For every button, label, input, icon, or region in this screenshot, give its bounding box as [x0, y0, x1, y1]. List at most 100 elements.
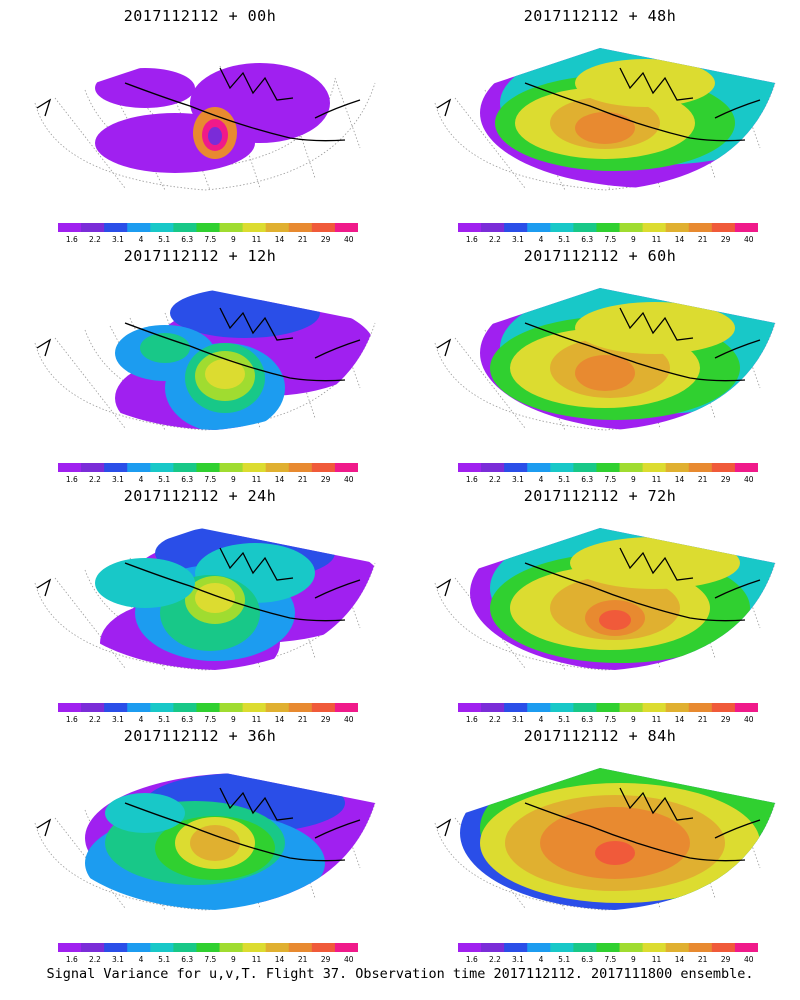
colorbar-swatch [150, 463, 174, 472]
colorbar-label: 21 [698, 475, 708, 483]
panel-title: 2017112112 + 72h [523, 487, 677, 505]
colorbar-swatch [150, 943, 174, 952]
colorbar-swatch [265, 943, 290, 952]
colorbar-swatch [711, 703, 736, 712]
colorbar-label: 7.5 [204, 475, 216, 483]
colorbar-swatch [288, 703, 313, 712]
colorbar-label: 21 [298, 475, 308, 483]
colorbar-swatch [288, 943, 313, 952]
colorbar-label: 21 [298, 715, 308, 723]
colorbar-swatch [334, 463, 358, 472]
coastline [436, 787, 761, 862]
colorbar-label: 2.2 [89, 955, 101, 963]
colorbar-label: 21 [698, 955, 708, 963]
colorbar-label: 21 [298, 235, 308, 243]
coastline [436, 547, 761, 622]
colorbar-label: 6.3 [181, 715, 193, 723]
colorbar-swatch [311, 463, 336, 472]
colorbar-label: 7.5 [604, 955, 616, 963]
colorbar-label: 6.3 [581, 715, 593, 723]
panel-title: 2017112112 + 84h [523, 727, 677, 745]
colorbar-label: 9 [231, 715, 236, 723]
colorbar-swatch [104, 463, 128, 472]
colorbar-swatch [311, 943, 336, 952]
colorbar-label: 9 [231, 955, 236, 963]
colorbar: 1.6 2.2 3.1 4 5.1 6.3 7.5 9 11 14 21 29 40 [58, 463, 358, 483]
colorbar-swatch [573, 463, 597, 472]
forecast-panel: 2017112112 + 00h 1.6 2.2 3.1 4 5.1 6.3 7.5 9 11 14… [0, 0, 400, 243]
colorbar-label: 14 [675, 235, 685, 243]
figure-caption: Signal Variance for u,v,T. Flight 37. Ob… [46, 966, 754, 982]
variance-contour [95, 68, 195, 108]
colorbar-swatch [527, 463, 551, 472]
colorbar-swatch [642, 703, 667, 712]
colorbar-label: 2.2 [489, 715, 501, 723]
variance-map [434, 48, 776, 191]
colorbar-swatch [127, 463, 151, 472]
colorbar-label: 40 [344, 715, 354, 723]
colorbar-swatch [688, 223, 713, 232]
colorbar-swatch [504, 223, 528, 232]
variance-contour [95, 558, 195, 608]
forecast-panel: 2017112112 + 12h 1.6 2.2 3.1 4 5.1 6.3 7.5 9 11 14… [0, 240, 400, 483]
colorbar-label: 3.1 [512, 235, 524, 243]
colorbar-swatch [288, 463, 313, 472]
colorbar-label: 40 [744, 715, 754, 723]
coastline [36, 787, 361, 862]
forecast-panel: 2017112112 + 84h 1.6 2.2 3.1 4 5.1 6.3 7.5 9 11 14… [400, 720, 800, 963]
colorbar-swatch [196, 223, 221, 232]
colorbar-swatch [58, 223, 82, 232]
coastline [436, 307, 761, 382]
colorbar-swatch [196, 463, 221, 472]
colorbar-swatch [173, 703, 197, 712]
colorbar-label: 7.5 [604, 475, 616, 483]
forecast-panel: 2017112112 + 48h 1.6 2.2 3.1 4 5.1 6.3 7.5 9 11 14… [400, 0, 800, 243]
colorbar-label: 9 [631, 475, 636, 483]
colorbar-label: 2.2 [89, 235, 101, 243]
colorbar-label: 5.1 [558, 715, 570, 723]
colorbar-label: 14 [275, 955, 285, 963]
colorbar-swatch [665, 703, 690, 712]
colorbar-label: 5.1 [158, 955, 170, 963]
colorbar-swatch [596, 703, 621, 712]
colorbar-swatch [334, 703, 358, 712]
colorbar-swatch [619, 943, 644, 952]
colorbar-label: 4 [139, 475, 144, 483]
colorbar-swatch [127, 703, 151, 712]
colorbar-label: 1.6 [66, 715, 78, 723]
colorbar-label: 4 [139, 715, 144, 723]
colorbar-label: 21 [698, 235, 708, 243]
colorbar-swatch [711, 943, 736, 952]
colorbar-swatch [596, 943, 621, 952]
colorbar-label: 21 [298, 955, 308, 963]
colorbar-label: 14 [675, 475, 685, 483]
colorbar-swatch [81, 463, 105, 472]
colorbar-label: 7.5 [204, 955, 216, 963]
colorbar-label: 3.1 [112, 235, 124, 243]
variance-contour [205, 359, 245, 389]
colorbar-swatch [527, 943, 551, 952]
colorbar-swatch [550, 223, 574, 232]
variance-contour [599, 610, 631, 630]
colorbar-label: 2.2 [489, 475, 501, 483]
colorbar-swatch [334, 943, 358, 952]
colorbar: 1.6 2.2 3.1 4 5.1 6.3 7.5 9 11 14 21 29 40 [58, 223, 358, 243]
colorbar-label: 9 [631, 715, 636, 723]
colorbar-swatch [481, 223, 505, 232]
colorbar-swatch [288, 223, 313, 232]
colorbar-label: 29 [321, 235, 331, 243]
colorbar-swatch [458, 703, 482, 712]
colorbar-label: 1.6 [466, 715, 478, 723]
colorbar-swatch [550, 703, 574, 712]
colorbar-label: 14 [275, 235, 285, 243]
colorbar-swatch [504, 463, 528, 472]
variance-field [115, 288, 375, 430]
variance-field [480, 48, 775, 188]
colorbar-swatch [573, 703, 597, 712]
colorbar-label: 9 [231, 475, 236, 483]
variance-field [95, 63, 330, 173]
colorbar-label: 3.1 [112, 715, 124, 723]
colorbar-swatch [642, 463, 667, 472]
colorbar-label: 40 [344, 955, 354, 963]
colorbar-label: 5.1 [558, 955, 570, 963]
